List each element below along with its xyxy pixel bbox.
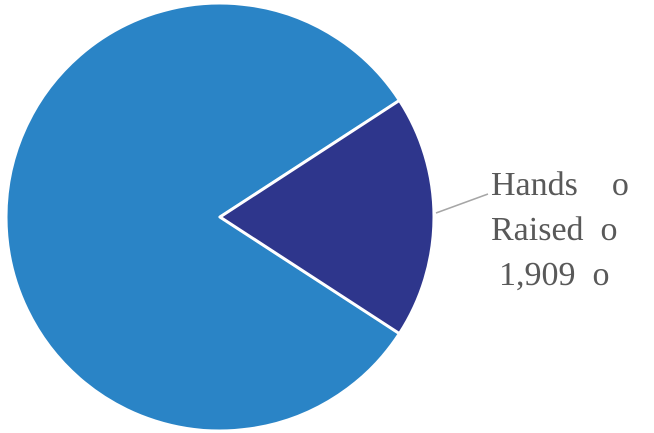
slice-label-line-1: Hands o	[491, 166, 629, 203]
pie-slice-1	[4, 1, 401, 433]
label-leader-line	[435, 193, 489, 214]
pie-slices	[4, 1, 436, 433]
slice-label-line-2: Raised o	[491, 211, 618, 248]
slice-label-line-3: 1,909 o	[499, 256, 610, 293]
pie-slice-2	[218, 98, 436, 336]
